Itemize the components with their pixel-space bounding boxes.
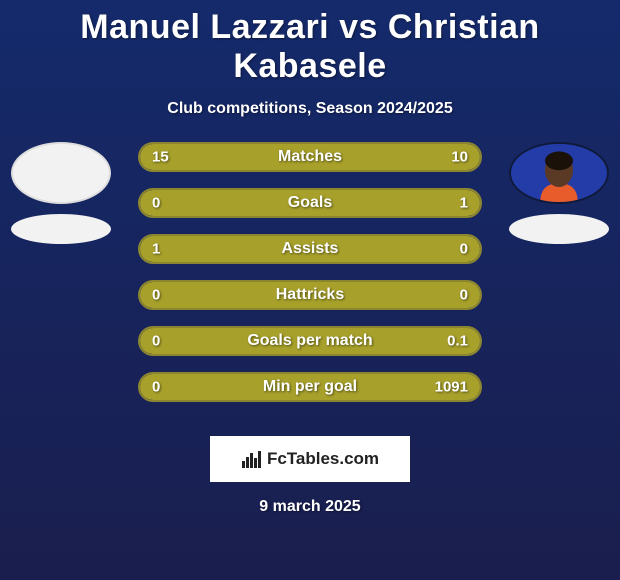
stat-value-left: 15 — [152, 149, 169, 166]
player-right-flag — [509, 214, 609, 244]
brand-box: FcTables.com — [210, 436, 410, 482]
brand-text: FcTables.com — [267, 449, 379, 469]
stat-value-left: 0 — [152, 195, 160, 212]
stat-value-left: 0 — [152, 379, 160, 396]
stat-value-left: 0 — [152, 333, 160, 350]
comparison-card: Manuel Lazzari vs Christian Kabasele Clu… — [0, 0, 620, 580]
stat-value-left: 1 — [152, 241, 160, 258]
date-stamp: 9 march 2025 — [0, 498, 620, 516]
content-area: Matches1510Goals01Assists10Hattricks00Go… — [0, 142, 620, 422]
stat-label: Assists — [282, 240, 339, 258]
bar-fill-left — [140, 236, 405, 262]
stat-value-right: 0 — [460, 241, 468, 258]
stat-label: Matches — [278, 148, 342, 166]
player-right-column — [504, 142, 614, 244]
page-title: Manuel Lazzari vs Christian Kabasele — [0, 8, 620, 86]
player-left-column — [6, 142, 116, 244]
stat-row: Matches 15 10 — [138, 142, 482, 172]
stat-value-left: 0 — [152, 287, 160, 304]
subtitle: Club competitions, Season 2024/2025 — [0, 100, 620, 118]
stat-row: Min per goal 0 1091 — [138, 372, 482, 402]
stat-label: Hattricks — [276, 286, 344, 304]
stat-value-right: 10 — [451, 149, 468, 166]
stat-row: Hattricks 0 0 — [138, 280, 482, 310]
player-left-avatar — [11, 142, 111, 204]
stat-bars: Matches1510Goals01Assists10Hattricks00Go… — [138, 142, 482, 402]
stat-label: Goals — [288, 194, 332, 212]
stat-label: Min per goal — [263, 378, 357, 396]
stat-value-right: 0 — [460, 287, 468, 304]
player-right-avatar — [509, 142, 609, 204]
stat-row: Goals per match 0 0.1 — [138, 326, 482, 356]
player-left-flag — [11, 214, 111, 244]
stat-row: Goals 0 1 — [138, 188, 482, 218]
stat-value-right: 0.1 — [447, 333, 468, 350]
stat-value-right: 1091 — [435, 379, 468, 396]
bar-fill-left — [140, 190, 201, 216]
bars-icon — [241, 449, 261, 469]
bar-fill-right — [405, 236, 480, 262]
player-right-photo — [511, 144, 607, 202]
stat-row: Assists 1 0 — [138, 234, 482, 264]
bar-fill-right — [201, 190, 480, 216]
stat-value-right: 1 — [460, 195, 468, 212]
stat-label: Goals per match — [247, 332, 372, 350]
